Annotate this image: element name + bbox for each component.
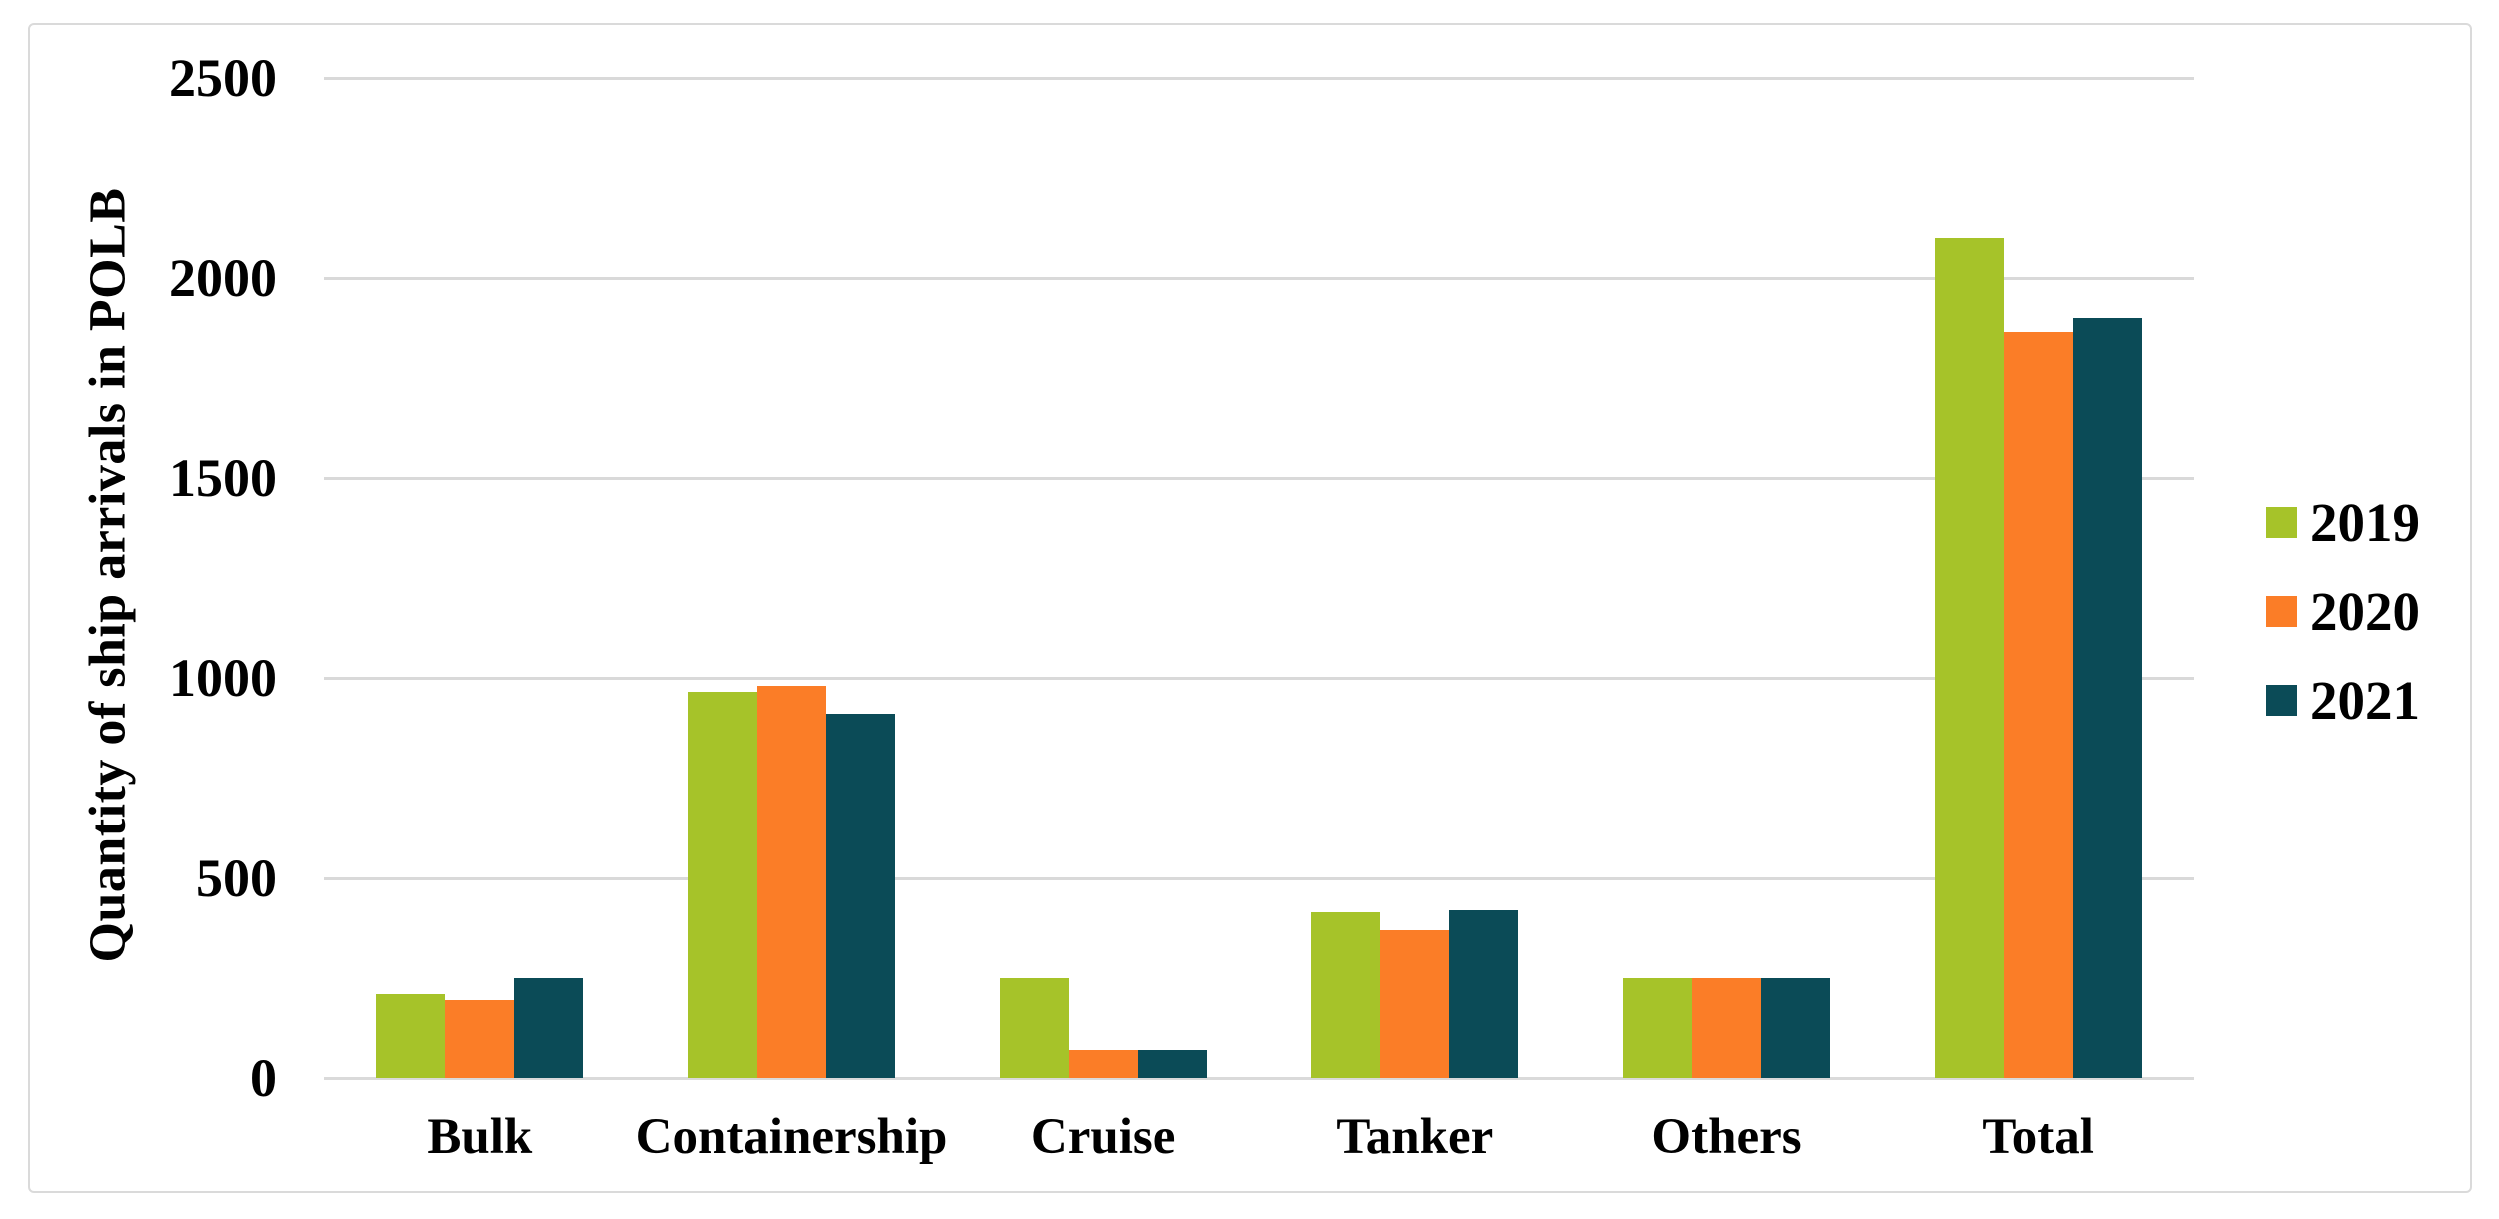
legend-label: 2021	[2310, 669, 2420, 731]
bar-bulk-2021	[514, 978, 584, 1078]
legend-swatch-icon	[2266, 506, 2297, 538]
bar-containership-2020	[757, 686, 826, 1078]
y-tick-label: 2000	[169, 248, 277, 308]
bar-others-2020	[1692, 978, 1761, 1078]
legend-label: 2020	[2310, 580, 2420, 642]
bar-cruise-2021	[1137, 1050, 1207, 1078]
legend-swatch-icon	[2266, 595, 2297, 627]
chart-frame	[28, 23, 2472, 1193]
y-tick-label: 1500	[169, 448, 277, 508]
x-category-label: Containership	[635, 1109, 948, 1165]
x-category-label: Others	[1651, 1109, 1802, 1165]
bar-cruise-2020	[1068, 1050, 1138, 1078]
bar-tanker-2020	[1380, 930, 1450, 1078]
bar-containership-2019	[688, 692, 757, 1078]
bar-total-2021	[2072, 318, 2142, 1078]
gridline	[324, 477, 2194, 480]
x-category-label: Cruise	[1030, 1109, 1176, 1165]
y-tick-label: 2500	[169, 48, 277, 108]
x-category-label: Total	[1982, 1109, 2094, 1165]
legend-item-2021: 2021	[2266, 673, 2420, 728]
bar-bulk-2019	[376, 994, 446, 1078]
legend-item-2019: 2019	[2266, 495, 2420, 550]
bar-total-2020	[2003, 332, 2073, 1078]
y-tick-label: 500	[196, 848, 277, 908]
gridline	[324, 677, 2194, 680]
legend-swatch-icon	[2266, 684, 2297, 716]
bar-tanker-2021	[1449, 910, 1519, 1078]
bar-bulk-2020	[445, 1000, 515, 1078]
gridline	[324, 277, 2194, 280]
gridline	[324, 877, 2194, 880]
x-category-label: Tanker	[1336, 1109, 1494, 1165]
legend: 2019 2020 2021	[2266, 495, 2420, 773]
bar-containership-2021	[826, 714, 895, 1078]
y-tick-label: 1000	[169, 648, 277, 708]
legend-item-2020: 2020	[2266, 584, 2420, 639]
bar-others-2021	[1761, 978, 1830, 1078]
gridline	[324, 77, 2194, 80]
bar-cruise-2019	[999, 978, 1069, 1078]
x-category-label: Bulk	[427, 1109, 533, 1165]
legend-label: 2019	[2310, 491, 2420, 553]
y-tick-label: 0	[250, 1048, 277, 1108]
bar-others-2019	[1623, 978, 1692, 1078]
x-axis-line	[324, 1077, 2194, 1080]
bar-tanker-2019	[1311, 912, 1381, 1078]
bar-total-2019	[1934, 238, 2004, 1078]
